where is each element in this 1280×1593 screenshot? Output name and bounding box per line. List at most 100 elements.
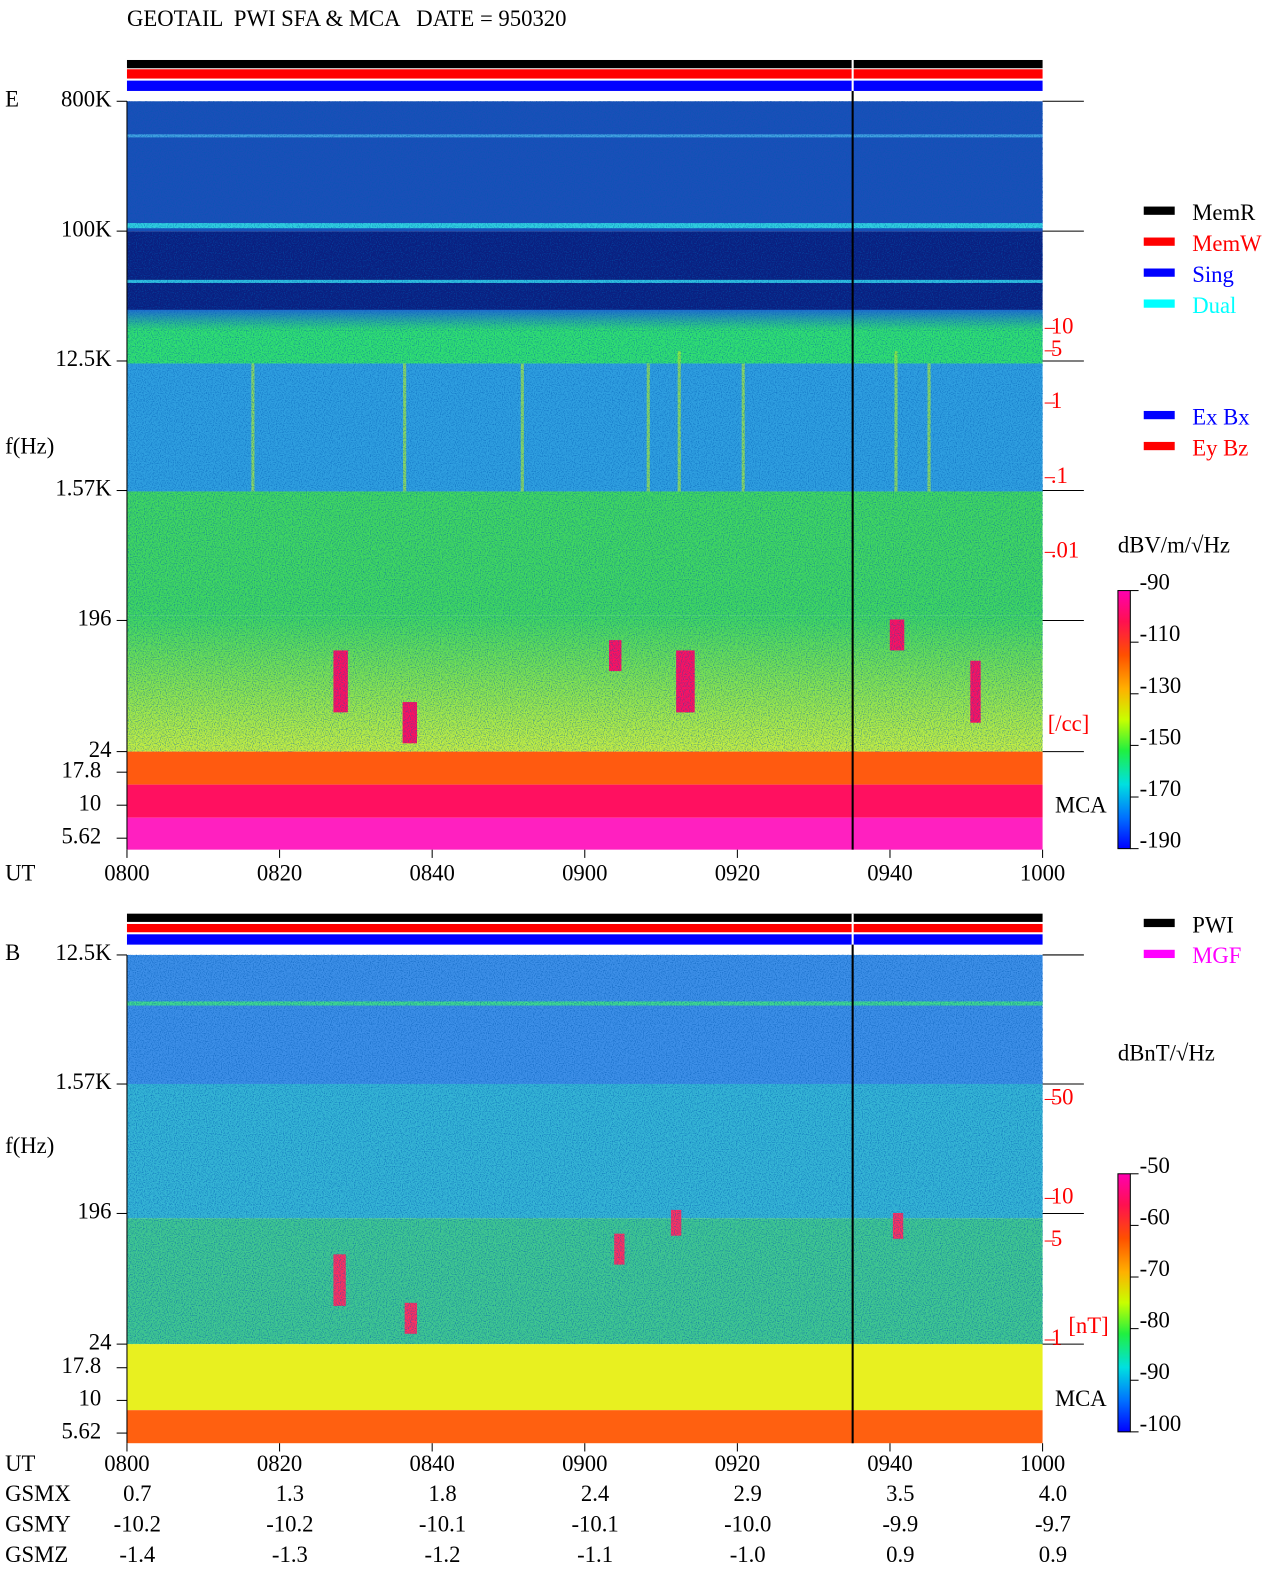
x-tick-label: 0820 bbox=[257, 1451, 302, 1476]
legend-label: PWI bbox=[1192, 912, 1234, 937]
y-tick-label: 800K bbox=[61, 86, 112, 111]
legend-label: Sing bbox=[1192, 262, 1234, 287]
orbit-value: -1.4 bbox=[119, 1542, 155, 1567]
mca-tick-label: 5.62 bbox=[61, 823, 101, 848]
y2-tick-label: 1 bbox=[1051, 1325, 1062, 1350]
mca-label: MCA bbox=[1055, 793, 1107, 818]
mca-label: MCA bbox=[1055, 1386, 1107, 1411]
y-tick-label: 1.57K bbox=[55, 1069, 112, 1094]
x-axis-label: UT bbox=[5, 861, 35, 886]
legend-label: Dual bbox=[1192, 293, 1236, 318]
colorbar-tick-label: -90 bbox=[1140, 570, 1170, 595]
colorbar-tick-label: -170 bbox=[1140, 776, 1182, 801]
colorbar-tick-label: -90 bbox=[1140, 1359, 1170, 1384]
spectrogram-e bbox=[126, 59, 1043, 850]
legend-swatch bbox=[1143, 410, 1175, 420]
colorbar-tick-label: -60 bbox=[1140, 1204, 1170, 1229]
panel-label: B bbox=[5, 940, 20, 965]
orbit-value: -9.9 bbox=[882, 1512, 918, 1537]
y2-tick-label: 10 bbox=[1051, 1184, 1074, 1209]
x-tick-label: 0800 bbox=[104, 861, 149, 886]
orbit-value: -10.1 bbox=[571, 1512, 618, 1537]
colorbar-tick-label: -130 bbox=[1140, 673, 1182, 698]
colorbar-label: dBnT/√Hz bbox=[1118, 1040, 1215, 1065]
y2-tick-label: .1 bbox=[1051, 463, 1068, 488]
x-tick-label: 0940 bbox=[867, 1451, 912, 1476]
x-tick-label: 0920 bbox=[715, 1451, 760, 1476]
y-axis-label: f(Hz) bbox=[5, 1133, 54, 1158]
y2-tick-label: .01 bbox=[1051, 538, 1079, 563]
mca-tick-label: 17.8 bbox=[61, 1353, 101, 1378]
x-tick-label: 0820 bbox=[257, 861, 302, 886]
mca-tick-label: 10 bbox=[78, 790, 101, 815]
y2-axis-label: [/cc] bbox=[1048, 711, 1090, 736]
x-tick-label: 0800 bbox=[104, 1451, 149, 1476]
y-tick-label: 100K bbox=[61, 216, 112, 241]
legend-swatch bbox=[1143, 918, 1175, 928]
legend-label: MGF bbox=[1192, 943, 1241, 968]
y2-tick-label: 5 bbox=[1051, 336, 1062, 361]
y2-tick-label: 5 bbox=[1051, 1226, 1062, 1251]
orbit-value: -10.2 bbox=[266, 1512, 313, 1537]
x-axis-label: UT bbox=[5, 1451, 35, 1476]
spectrogram-b bbox=[126, 913, 1043, 1444]
x-tick-label: 0840 bbox=[409, 861, 454, 886]
colorbar-tick-label: -70 bbox=[1140, 1256, 1170, 1281]
y-tick-label: 24 bbox=[89, 737, 112, 762]
orbit-value: 1.3 bbox=[276, 1481, 304, 1506]
orbit-value: -9.7 bbox=[1035, 1512, 1071, 1537]
x-tick-label: 0940 bbox=[867, 861, 912, 886]
orbit-value: 4.0 bbox=[1039, 1481, 1067, 1506]
x-tick-label: 0900 bbox=[562, 1451, 607, 1476]
colorbar bbox=[1117, 1173, 1131, 1433]
mca-tick-label: 17.8 bbox=[61, 757, 101, 782]
colorbar bbox=[1117, 590, 1131, 850]
x-tick-label: 1000 bbox=[1020, 1451, 1065, 1476]
orbit-value: -1.3 bbox=[272, 1542, 308, 1567]
orbit-value: -10.0 bbox=[724, 1512, 771, 1537]
y-tick-label: 196 bbox=[77, 1199, 111, 1224]
orbit-value: -10.2 bbox=[114, 1512, 161, 1537]
y2-tick-label: 50 bbox=[1051, 1085, 1074, 1110]
y2-tick-label: 1 bbox=[1051, 388, 1062, 413]
legend-swatch bbox=[1143, 299, 1175, 308]
y2-tick-label: 10 bbox=[1051, 314, 1074, 339]
orbit-value: -10.1 bbox=[419, 1512, 466, 1537]
orbit-label: GSMX bbox=[5, 1481, 71, 1506]
x-tick-label: 0840 bbox=[409, 1451, 454, 1476]
orbit-value: 1.8 bbox=[428, 1481, 456, 1506]
legend-swatch bbox=[1143, 268, 1175, 277]
legend-swatch bbox=[1143, 237, 1175, 246]
legend-label: Ex Bx bbox=[1192, 404, 1250, 429]
legend-label: Ey Bz bbox=[1192, 435, 1248, 460]
legend-swatch bbox=[1143, 206, 1175, 215]
y-tick-label: 1.57K bbox=[55, 476, 112, 501]
orbit-value: -1.0 bbox=[730, 1542, 766, 1567]
colorbar-tick-label: -50 bbox=[1140, 1153, 1170, 1178]
colorbar-tick-label: -80 bbox=[1140, 1308, 1170, 1333]
colorbar-label: dBV/m/√Hz bbox=[1118, 532, 1230, 557]
title: GEOTAIL PWI SFA & MCA DATE = 950320 bbox=[127, 6, 567, 31]
mca-tick-label: 10 bbox=[78, 1386, 101, 1411]
orbit-value: 0.9 bbox=[1039, 1542, 1067, 1567]
colorbar-tick-label: -150 bbox=[1140, 724, 1182, 749]
mca-tick-label: 5.62 bbox=[61, 1418, 101, 1443]
colorbar-tick-label: -190 bbox=[1140, 828, 1182, 853]
colorbar-tick-label: -110 bbox=[1140, 621, 1181, 646]
orbit-label: GSMY bbox=[5, 1512, 71, 1537]
orbit-value: -1.2 bbox=[425, 1542, 461, 1567]
orbit-value: 0.7 bbox=[123, 1481, 151, 1506]
x-tick-label: 1000 bbox=[1020, 861, 1065, 886]
y-tick-label: 24 bbox=[89, 1329, 112, 1354]
orbit-value: 2.9 bbox=[734, 1481, 762, 1506]
orbit-value: -1.1 bbox=[577, 1542, 613, 1567]
y2-axis-label: [nT] bbox=[1068, 1313, 1108, 1338]
x-tick-label: 0920 bbox=[715, 861, 760, 886]
colorbar-tick-label: -100 bbox=[1140, 1411, 1182, 1436]
panel-label: E bbox=[5, 86, 19, 111]
legend-swatch bbox=[1143, 441, 1175, 451]
orbit-label: GSMZ bbox=[5, 1542, 68, 1567]
orbit-value: 0.9 bbox=[886, 1542, 914, 1567]
legend-swatch bbox=[1143, 949, 1175, 959]
